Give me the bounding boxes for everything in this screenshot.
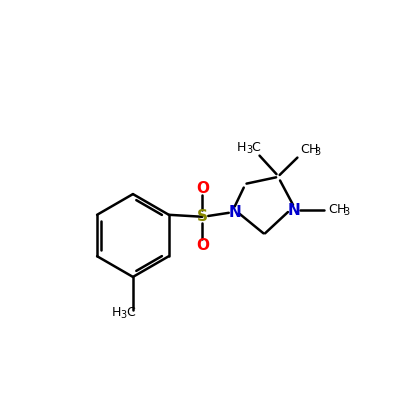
Text: C: C [252, 141, 260, 154]
Text: C: C [126, 306, 135, 319]
Text: S: S [197, 209, 208, 224]
Text: C: C [300, 143, 309, 156]
Text: N: N [228, 204, 241, 220]
Text: 3: 3 [246, 146, 252, 156]
Text: H: H [237, 141, 246, 154]
Text: 3: 3 [344, 207, 350, 217]
Text: H: H [112, 306, 121, 319]
Text: 3: 3 [120, 310, 126, 320]
Text: O: O [196, 181, 209, 196]
Text: 3: 3 [315, 148, 321, 158]
Text: H: H [337, 203, 347, 216]
Text: N: N [288, 202, 300, 218]
Text: C: C [328, 203, 337, 216]
Text: O: O [196, 238, 209, 253]
Text: H: H [308, 143, 318, 156]
